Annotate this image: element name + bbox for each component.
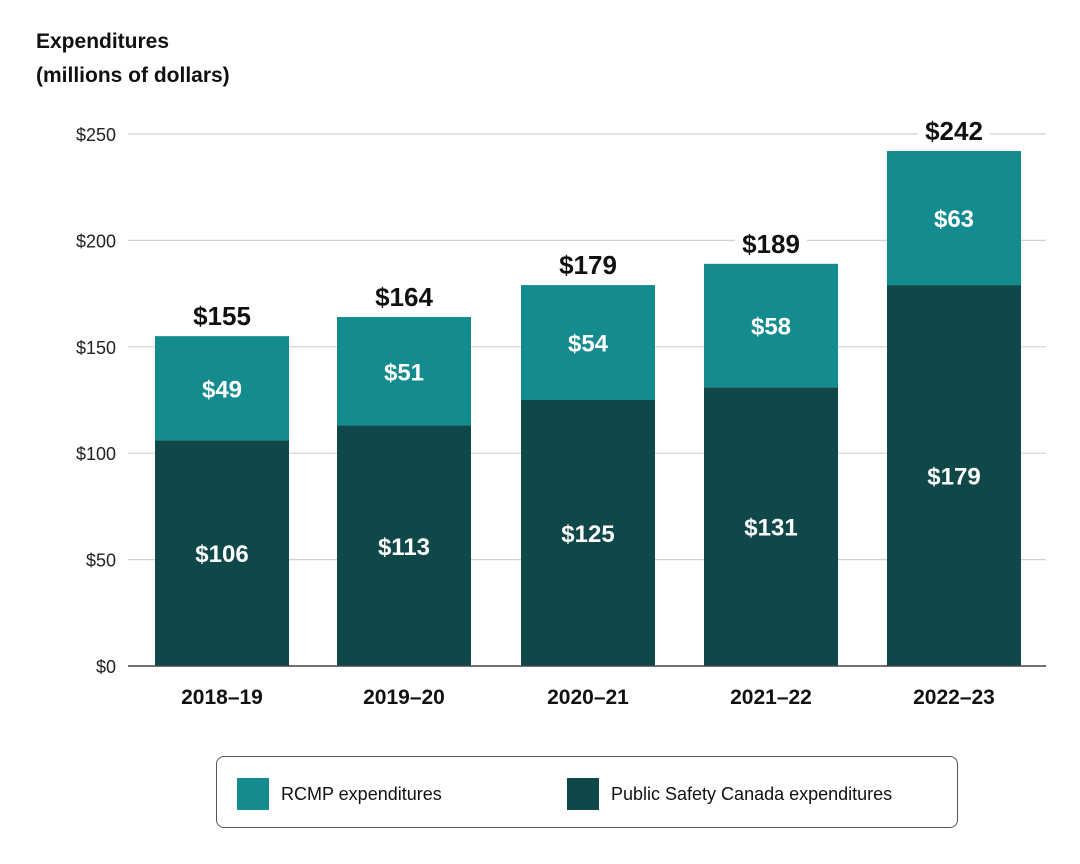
legend-swatch-rcmp — [237, 778, 269, 810]
bar-total-label: $164 — [375, 282, 433, 312]
bar-segment-rcmp — [704, 263, 838, 388]
chart-title-line-2: (millions of dollars) — [36, 64, 230, 87]
chart-title-line-1: Expenditures — [36, 30, 170, 53]
total-label-backing — [186, 300, 258, 331]
y-tick-label: $100 — [76, 444, 116, 464]
bar-value-label-public-safety: $106 — [195, 541, 248, 568]
bar-segment-rcmp — [337, 317, 471, 426]
y-tick-label: $50 — [86, 551, 116, 571]
total-label-backing — [735, 227, 807, 258]
bar-segment-public-safety — [155, 440, 289, 666]
bar-segment-rcmp — [521, 285, 655, 400]
bar-total-label: $155 — [193, 301, 251, 331]
legend-item-public-safety: Public Safety Canada expenditures — [567, 777, 892, 811]
plot-area: $106 $49 $155 $113 $51 $164 $125 $54 $179 $131 $58… — [76, 115, 1046, 709]
y-tick-label: $0 — [96, 657, 116, 677]
bar-total-label: $242 — [925, 116, 983, 146]
bar-segment-public-safety — [337, 425, 471, 666]
total-label-backing — [552, 249, 624, 280]
total-label-backing — [918, 115, 990, 146]
legend: RCMP expenditures Public Safety Canada e… — [216, 756, 958, 828]
bar-value-label-rcmp: $51 — [384, 359, 424, 386]
x-tick-label: 2022–23 — [913, 686, 995, 709]
bar-segment-rcmp — [887, 151, 1021, 286]
bar-total-label: $189 — [742, 229, 800, 259]
total-label-backing — [368, 281, 440, 312]
x-tick-label: 2020–21 — [547, 686, 629, 709]
bar-value-label-rcmp: $63 — [934, 206, 974, 233]
legend-label-rcmp: RCMP expenditures — [281, 783, 442, 804]
bar-segment-public-safety — [887, 285, 1021, 666]
x-tick-label: 2018–19 — [181, 686, 263, 709]
bar-value-label-rcmp: $49 — [202, 376, 242, 403]
y-tick-label: $250 — [76, 125, 116, 145]
bar-value-label-public-safety: $131 — [744, 515, 797, 542]
bar-total-label: $179 — [559, 250, 617, 280]
bar-value-label-public-safety: $125 — [561, 521, 614, 548]
bar-value-label-rcmp: $58 — [751, 314, 791, 341]
legend-label-public-safety: Public Safety Canada expenditures — [611, 783, 893, 804]
bar-segment-public-safety — [521, 400, 655, 666]
legend-item-rcmp: RCMP expenditures — [237, 777, 442, 811]
bar-value-label-rcmp: $54 — [568, 331, 609, 358]
bar-segment-rcmp — [155, 336, 289, 441]
x-tick-label: 2021–22 — [730, 686, 812, 709]
bar-value-label-public-safety: $113 — [378, 534, 430, 561]
bar-segment-public-safety — [704, 387, 838, 666]
legend-swatch-public-safety — [567, 778, 599, 810]
y-tick-label: $200 — [76, 231, 116, 251]
bar-value-label-public-safety: $179 — [927, 464, 980, 491]
x-tick-label: 2019–20 — [363, 686, 445, 709]
y-tick-label: $150 — [76, 338, 116, 358]
